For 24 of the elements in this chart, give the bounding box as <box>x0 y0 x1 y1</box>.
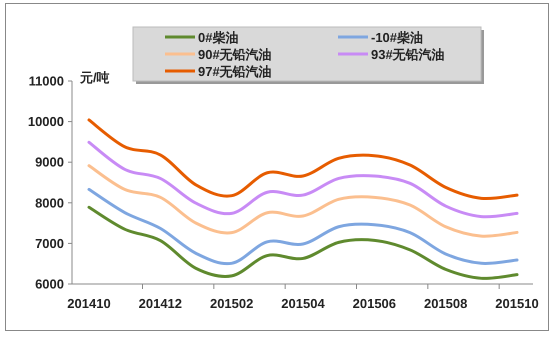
y-tick-label: 6000 <box>35 276 64 292</box>
legend-label: 97#无铅汽油 <box>198 64 272 79</box>
legend-label: 90#无铅汽油 <box>198 47 272 62</box>
x-tick-label: 201508 <box>424 296 468 311</box>
line-series <box>88 118 518 200</box>
x-tick-label: 201510 <box>495 296 539 311</box>
y-tick-label: 8000 <box>35 195 64 210</box>
legend-label: 93#无铅汽油 <box>371 47 445 62</box>
x-tick-label: 201506 <box>352 296 396 311</box>
x-tick-label: 201504 <box>281 296 326 311</box>
x-tick-label: 201410 <box>67 296 111 311</box>
legend-label: -10#柴油 <box>371 30 424 45</box>
line-series <box>88 164 518 238</box>
y-axis-title: 元/吨 <box>79 70 110 85</box>
y-tick-label: 9000 <box>35 154 64 170</box>
legend-label: 0#柴油 <box>198 30 238 45</box>
y-tick-label: 7000 <box>35 236 64 251</box>
x-tick-label: 201502 <box>210 296 254 311</box>
line-series <box>88 140 518 218</box>
y-tick-label: 10000 <box>28 114 64 130</box>
line-series <box>88 188 518 266</box>
x-tick-label: 201412 <box>138 296 182 311</box>
line-series <box>88 206 518 280</box>
y-tick-label: 11000 <box>28 74 64 88</box>
